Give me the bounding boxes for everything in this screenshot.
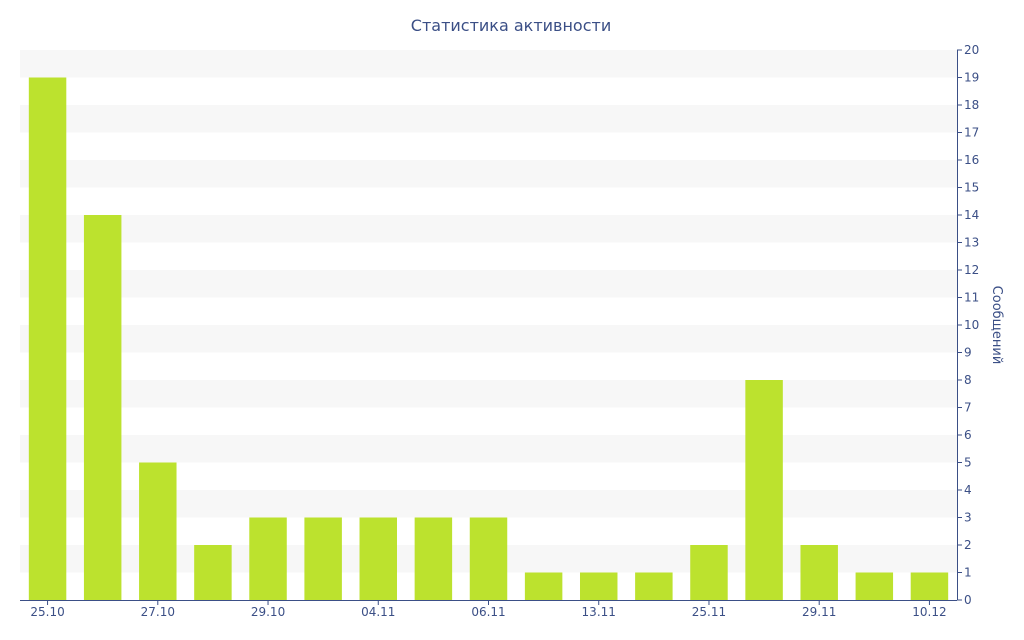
grid-band (20, 380, 957, 408)
x-axis: 25.10 27.10 29.10 04.11 06.11 13.11 25.11 29.11… (20, 600, 957, 619)
y-tick-label: 4 (964, 483, 972, 497)
y-tick-label: 17 (964, 126, 979, 140)
grid-band (20, 270, 957, 298)
y-tick-label: 7 (964, 401, 972, 415)
x-tick-label: 06.11 (471, 605, 505, 619)
bar[interactable] (579, 572, 618, 601)
x-tick-label: 04.11 (361, 605, 395, 619)
bar[interactable] (469, 517, 508, 601)
bar[interactable] (690, 545, 728, 600)
y-tick-label: 8 (964, 373, 972, 387)
y-tick-label: 5 (964, 456, 972, 470)
bar[interactable] (910, 572, 949, 601)
grid-band (20, 435, 957, 463)
bar[interactable] (359, 517, 398, 601)
x-tick-label: 13.11 (582, 605, 616, 619)
y-tick-label: 10 (964, 318, 979, 332)
bar[interactable] (139, 462, 177, 601)
bar[interactable] (524, 572, 563, 601)
chart-title: Статистика активности (411, 16, 611, 35)
bar[interactable] (28, 77, 67, 601)
bar[interactable] (414, 517, 453, 601)
y-tick-label: 3 (964, 511, 972, 525)
y-tick-label: 14 (964, 208, 979, 222)
y-tick-label: 1 (964, 566, 972, 580)
x-tick-label: 25.10 (30, 605, 64, 619)
x-tick-label: 27.10 (141, 605, 175, 619)
x-tick-label: 10.12 (912, 605, 946, 619)
y-tick-label: 15 (964, 181, 979, 195)
bar[interactable] (745, 380, 783, 600)
grid-band (20, 105, 957, 133)
x-tick-label: 25.11 (692, 605, 726, 619)
grid-band (20, 325, 957, 353)
y-tick-label: 16 (964, 153, 979, 167)
y-tick-label: 13 (964, 236, 979, 250)
y-tick-label: 20 (964, 43, 979, 57)
grid-bands (20, 50, 957, 573)
bar[interactable] (249, 517, 287, 601)
bar[interactable] (304, 517, 342, 601)
y-tick-label: 6 (964, 428, 972, 442)
y-tick-label: 9 (964, 346, 972, 360)
bar[interactable] (635, 572, 673, 601)
bar[interactable] (194, 545, 232, 600)
y-tick-label: 11 (964, 291, 979, 305)
y-tick-label: 12 (964, 263, 979, 277)
bar[interactable] (855, 572, 894, 601)
grid-band (20, 160, 957, 188)
y-tick-label: 2 (964, 538, 972, 552)
bars (28, 77, 949, 601)
y-tick-label: 0 (964, 593, 972, 607)
grid-band (20, 50, 957, 78)
bar[interactable] (83, 215, 122, 600)
y-tick-label: 19 (964, 71, 979, 85)
grid-band (20, 215, 957, 243)
y-axis-title: Сообщений (989, 286, 1004, 365)
x-tick-label: 29.11 (802, 605, 836, 619)
y-tick-label: 18 (964, 98, 979, 112)
x-tick-label: 29.10 (251, 605, 285, 619)
bar[interactable] (800, 545, 838, 600)
